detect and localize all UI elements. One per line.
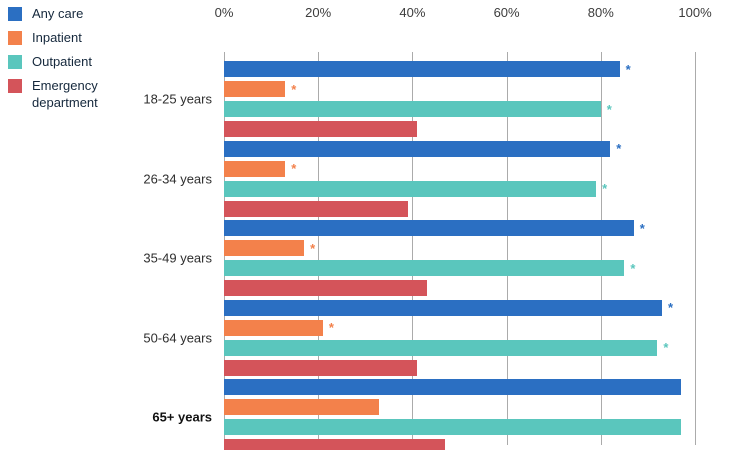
legend-item: Emergency department: [8, 78, 124, 112]
bar: [224, 280, 427, 296]
bar-row: *: [224, 260, 695, 276]
bar-row: *: [224, 61, 695, 77]
legend-swatch-icon: [8, 30, 22, 45]
bar-row: [224, 121, 695, 137]
significance-asterisk: *: [630, 260, 636, 276]
bar: [224, 61, 620, 77]
bar-group: * * *: [224, 220, 695, 300]
bar: [224, 319, 323, 336]
bar-row: *: [224, 81, 695, 97]
bar-row: *: [224, 240, 695, 256]
bar-row: *: [224, 339, 695, 356]
bar: [224, 121, 418, 137]
bar-row: [224, 419, 695, 435]
x-axis-tick-label: 20%: [305, 5, 332, 20]
legend-item: Outpatient: [8, 54, 124, 71]
gridline: [506, 52, 508, 445]
category-label: 50-64 years: [143, 330, 212, 345]
significance-asterisk: *: [616, 141, 622, 156]
bar: [224, 439, 446, 450]
legend-swatch-icon: [8, 54, 22, 69]
bar-row: *: [224, 160, 695, 177]
bar-group: * * *: [224, 140, 695, 221]
legend-swatch-icon: [8, 78, 22, 93]
category-label: 65+ years: [152, 409, 212, 425]
legend-label: Outpatient: [32, 53, 92, 69]
significance-asterisk: *: [639, 220, 645, 236]
bar: [224, 140, 611, 157]
bar-row: *: [224, 220, 695, 236]
bar-row: [224, 200, 695, 217]
bar-row: *: [224, 319, 695, 336]
category-label: 18-25 years: [143, 91, 212, 107]
bar-row: [224, 359, 695, 376]
category-label: 35-49 years: [143, 250, 212, 266]
bar-group: * * *: [224, 299, 695, 380]
legend-swatch-icon: [8, 7, 22, 21]
legend-label: Any care: [32, 6, 84, 21]
bar: [224, 160, 286, 177]
x-axis-tick-label: 60%: [493, 5, 520, 20]
significance-asterisk: *: [668, 300, 674, 315]
bar: [224, 419, 681, 435]
x-axis: 0% 20% 40% 60% 80% 100%: [0, 5, 732, 21]
bar-row: *: [224, 101, 695, 117]
significance-asterisk: *: [663, 340, 669, 355]
legend-item: Any care: [8, 6, 124, 23]
bar: [224, 101, 601, 117]
x-axis-tick-label: 40%: [399, 5, 426, 20]
significance-asterisk: *: [625, 61, 631, 77]
x-axis-tick-label: 80%: [587, 5, 614, 20]
x-axis-tick-label: 0%: [214, 5, 234, 20]
gridline: [412, 52, 414, 445]
bar: [224, 339, 658, 356]
bar: [224, 299, 663, 316]
bar: [224, 180, 597, 197]
bar-group: [224, 379, 695, 450]
significance-asterisk: *: [606, 101, 612, 117]
bar: [224, 359, 418, 376]
significance-asterisk: *: [291, 81, 297, 97]
significance-asterisk: *: [291, 161, 297, 176]
bar-row: *: [224, 299, 695, 316]
bar: [224, 379, 681, 395]
category-label: 26-34 years: [143, 171, 212, 186]
significance-asterisk: *: [602, 181, 608, 196]
significance-asterisk: *: [328, 320, 334, 335]
legend-label: Emergency department: [32, 77, 98, 110]
bar: [224, 399, 380, 415]
chart-legend: Any care Inpatient Outpatient Emergency dep…: [8, 6, 124, 118]
significance-asterisk: *: [310, 240, 316, 256]
legend-item: Inpatient: [8, 30, 124, 47]
gridline: [695, 52, 696, 445]
bar-row: [224, 379, 695, 395]
bar: [224, 200, 408, 217]
bar-row: [224, 439, 695, 450]
bar-group: * * *: [224, 61, 695, 141]
plot-area: * * * * * * * * * * * *: [224, 52, 696, 450]
gridline: [318, 52, 320, 445]
x-axis-tick-label: 100%: [678, 5, 712, 20]
bar-row: [224, 280, 695, 296]
bar-row: *: [224, 180, 695, 197]
bar: [224, 260, 625, 276]
bar-row: [224, 399, 695, 415]
gridline: [600, 52, 602, 445]
legend-label: Inpatient: [32, 29, 82, 45]
bar: [224, 81, 286, 97]
bar-row: *: [224, 140, 695, 157]
bar: [224, 220, 634, 236]
bar: [224, 240, 305, 256]
